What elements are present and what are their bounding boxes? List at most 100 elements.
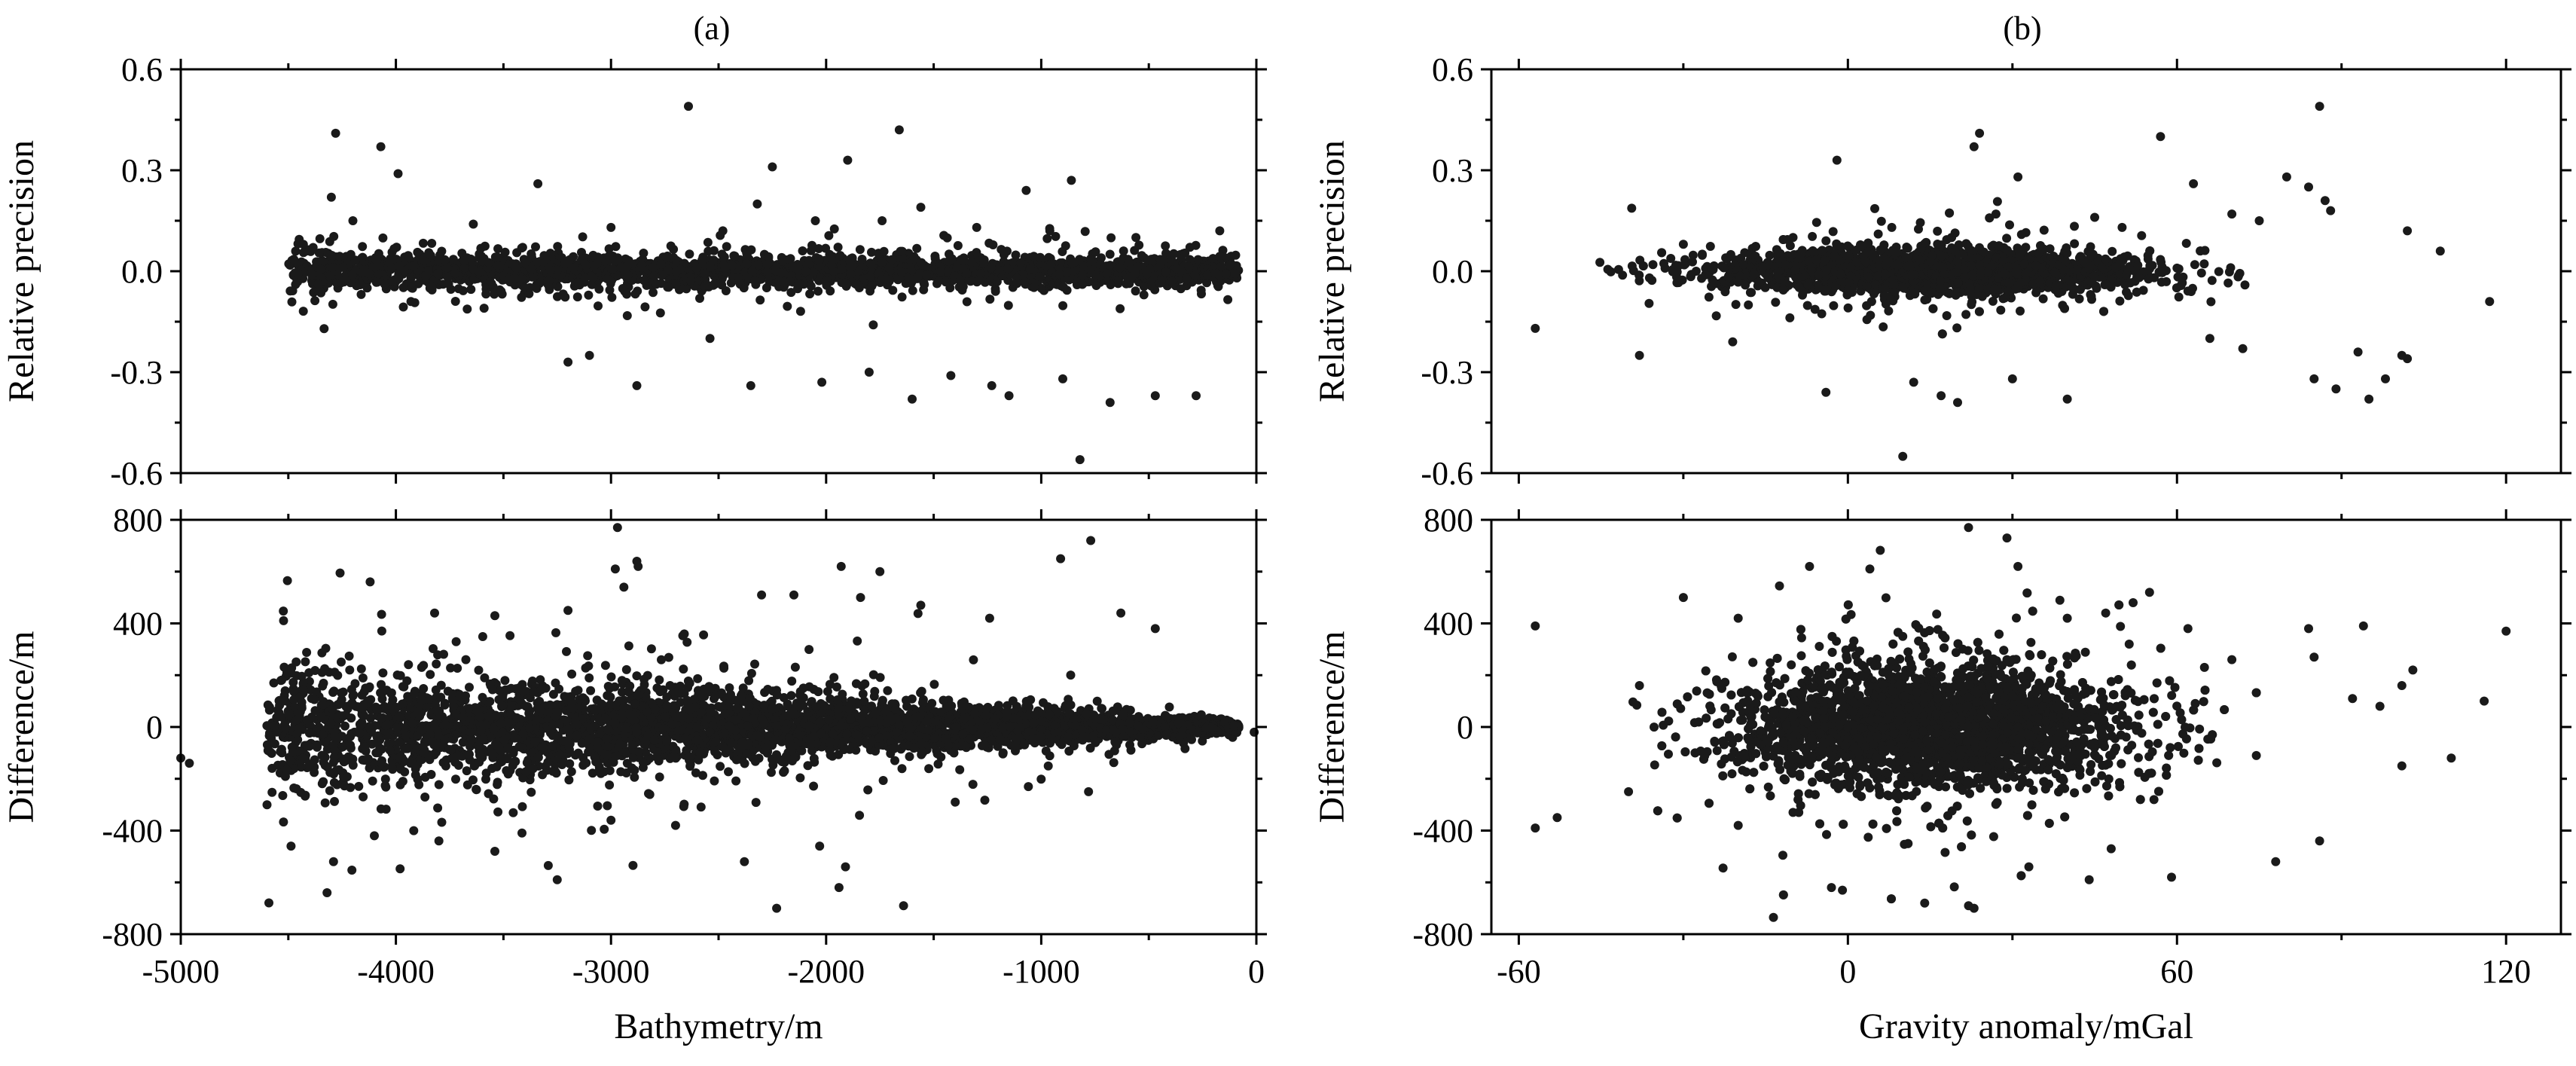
data-point	[313, 742, 322, 752]
data-point	[560, 292, 570, 302]
data-point	[302, 648, 312, 657]
data-point	[695, 294, 704, 303]
y-tick-label: -0.3	[110, 354, 163, 391]
data-point	[966, 258, 976, 267]
data-point	[853, 280, 862, 290]
data-point	[787, 261, 797, 270]
data-point	[293, 239, 303, 249]
data-point	[432, 659, 441, 669]
data-point	[358, 242, 368, 252]
data-point	[786, 288, 796, 298]
data-point	[939, 231, 949, 240]
data-point	[380, 780, 390, 790]
data-point	[342, 772, 352, 781]
data-point	[808, 267, 818, 277]
data-point	[684, 102, 693, 111]
data-point	[387, 276, 397, 286]
data-point	[1105, 398, 1115, 408]
data-point	[843, 155, 853, 165]
data-point	[398, 302, 408, 312]
data-point	[734, 273, 743, 282]
data-point	[806, 246, 816, 255]
data-point	[630, 289, 640, 299]
data-point	[809, 753, 819, 763]
data-point	[282, 576, 292, 585]
data-point	[606, 222, 616, 232]
data-point	[604, 244, 614, 254]
data-point	[817, 377, 827, 387]
data-point	[865, 258, 875, 268]
data-point	[270, 739, 279, 749]
data-point	[763, 685, 773, 694]
data-point	[1025, 264, 1035, 274]
data-point	[413, 247, 423, 257]
data-point	[881, 274, 891, 284]
data-point	[427, 282, 437, 291]
data-point	[1067, 258, 1077, 268]
data-point	[1192, 391, 1201, 401]
data-point	[640, 302, 650, 312]
data-point	[868, 320, 878, 330]
data-point	[493, 244, 503, 254]
data-point	[469, 219, 478, 229]
data-point	[594, 301, 603, 311]
data-point	[1116, 304, 1125, 313]
data-point	[279, 606, 288, 616]
data-point	[1058, 247, 1067, 256]
data-point	[328, 299, 337, 309]
data-point	[466, 285, 476, 295]
data-point	[1196, 286, 1206, 295]
y-axis-label: Relative precision	[2, 140, 41, 402]
y-tick-label: -0.6	[110, 455, 163, 492]
data-point	[946, 371, 956, 380]
data-point	[434, 780, 444, 790]
data-point	[433, 803, 443, 813]
data-point	[418, 238, 428, 248]
data-point	[835, 251, 845, 261]
data-point	[855, 245, 865, 255]
data-point	[755, 295, 765, 305]
data-point	[567, 669, 577, 679]
data-point	[310, 296, 320, 306]
data-point	[699, 630, 709, 640]
data-point	[1003, 264, 1012, 273]
data-point	[357, 253, 367, 263]
data-point	[487, 764, 497, 773]
data-point	[865, 272, 875, 282]
data-point	[313, 279, 323, 289]
data-point	[1131, 286, 1140, 296]
data-point	[393, 169, 403, 179]
data-point	[941, 277, 951, 287]
data-point	[584, 290, 594, 300]
data-point	[578, 232, 588, 242]
data-point	[783, 301, 792, 311]
data-point	[493, 807, 503, 817]
data-point	[372, 277, 382, 287]
data-point	[346, 249, 356, 259]
data-point	[427, 239, 437, 248]
data-point	[894, 125, 904, 135]
data-point	[435, 250, 445, 260]
data-point	[639, 276, 649, 286]
data-point	[265, 747, 275, 757]
data-point	[548, 689, 558, 699]
data-point	[969, 655, 978, 664]
data-point	[450, 268, 460, 278]
data-point	[909, 252, 919, 261]
data-point	[319, 324, 329, 334]
data-point	[1102, 269, 1112, 279]
data-point	[608, 264, 618, 273]
data-point	[1029, 252, 1039, 261]
data-point	[656, 259, 666, 269]
data-point	[485, 277, 495, 287]
data-point	[301, 791, 310, 801]
data-point	[1142, 269, 1152, 279]
data-point	[1036, 272, 1045, 282]
data-point	[1146, 281, 1156, 291]
data-point	[987, 380, 997, 390]
data-point	[600, 824, 609, 834]
data-point	[795, 307, 805, 316]
data-point	[805, 289, 815, 299]
data-point	[1092, 696, 1102, 706]
